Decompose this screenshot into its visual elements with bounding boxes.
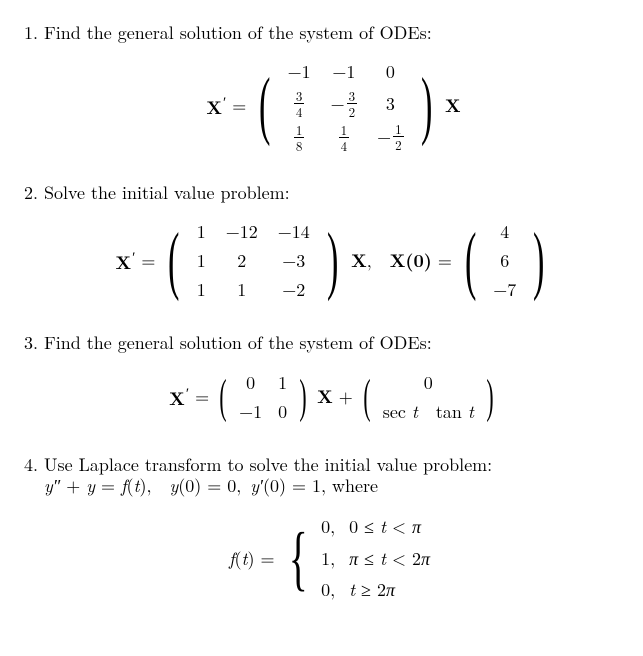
equals: = (438, 248, 452, 273)
piecewise-definition: f(t) = { 0,0 ≤ t < π 1,π ≤ t < 2π 0,t ≥ … (44, 510, 623, 606)
problem-body: Solve the initial value problem: X′ = ( … (44, 180, 623, 323)
equation: X′ = ( 01 −10 ) X + ( 0 sec t tan t (44, 368, 623, 426)
cell: 1 (216, 275, 268, 304)
case-value: 1, (315, 544, 341, 573)
case-cond: 0 ≤ t < π (343, 512, 436, 541)
cell: −2 (268, 275, 320, 304)
cell: −12 (367, 120, 414, 154)
left-paren: ( (168, 226, 179, 294)
var-X: X (206, 95, 222, 120)
cell: 0 (231, 368, 270, 397)
var-X: X (115, 250, 131, 275)
left-brace: { (288, 526, 307, 591)
right-paren: ) (533, 226, 544, 294)
matrix-A: ( 01 −10 ) (215, 368, 311, 426)
cell: 34 (278, 86, 321, 120)
left-paren: ( (363, 375, 370, 418)
right-paren: ) (486, 375, 493, 418)
cell: 1 (187, 275, 216, 304)
cell: −14 (268, 217, 320, 246)
problem-text: Solve the initial value problem: (44, 180, 623, 205)
equals: = (195, 384, 209, 409)
cell: 1 (187, 217, 216, 246)
var-X: X (169, 386, 185, 411)
right-paren: ) (421, 71, 432, 139)
cell: sec t tan t (375, 397, 482, 426)
cell: −1 (231, 397, 270, 426)
problem-text: Find the general solution of the system … (44, 20, 623, 45)
right-paren: ) (327, 226, 338, 294)
problem-number: 2. (10, 180, 44, 323)
plus: + (339, 384, 353, 409)
vector-b: ( 4 6 −7 ) (458, 217, 552, 305)
problem-body: Use Laplace transform to solve the initi… (44, 452, 623, 624)
cell: 1 (270, 368, 295, 397)
var-X: X (351, 248, 367, 273)
ode-line: y″ + y = f(t), y(0) = 0, y′(0) = 1, wher… (44, 473, 623, 498)
cell: 14 (321, 120, 368, 154)
left-paren: ( (220, 375, 227, 418)
case-value: 0, (315, 575, 341, 604)
equals: = (261, 546, 275, 571)
case-cond: π ≤ t < 2π (343, 544, 436, 573)
matrix-A: ( 1−12−14 12−3 11−2 ) (161, 217, 345, 305)
matrix-cells: −1 −1 0 34 −32 3 18 14 −12 (278, 57, 414, 153)
var-X: X (445, 93, 461, 118)
equals: = (232, 93, 246, 118)
f-lhs: f (229, 546, 235, 571)
cell: −32 (321, 86, 368, 120)
right-paren: ) (300, 375, 307, 418)
cell: 0 (375, 368, 482, 397)
problem-2: 2. Solve the initial value problem: X′ =… (10, 180, 623, 323)
comma: , (367, 248, 372, 273)
vector-f: ( 0 sec t tan t ) (359, 368, 498, 426)
cell: −12 (216, 217, 268, 246)
equals: = (141, 248, 155, 273)
problem-4: 4. Use Laplace transform to solve the in… (10, 452, 623, 624)
cell: −1 (278, 57, 321, 86)
equation: X′ = ( 1−12−14 12−3 11−2 ) X, X(0) = ( (44, 217, 623, 305)
cell: 0 (270, 397, 295, 426)
prime: ′ (132, 246, 135, 267)
cell: 6 (483, 246, 526, 275)
cell: −3 (268, 246, 320, 275)
cell: 3 (367, 86, 414, 120)
var-X: X (317, 384, 333, 409)
problem-number: 3. (10, 330, 44, 444)
cell: −1 (321, 57, 368, 86)
problem-1: 1. Find the general solution of the syst… (10, 20, 623, 172)
problem-text: Find the general solution of the system … (44, 330, 623, 355)
prime: ′ (223, 91, 226, 112)
problem-body: Find the general solution of the system … (44, 330, 623, 444)
cell: 1 (187, 246, 216, 275)
cell: −7 (483, 275, 526, 304)
cell: 0 (367, 57, 414, 86)
cell: 2 (216, 246, 268, 275)
problem-number: 1. (10, 20, 44, 172)
piecewise-brace: { 0,0 ≤ t < π 1,π ≤ t < 2π 0,t ≥ 2π (281, 510, 439, 606)
left-paren: ( (259, 71, 270, 139)
matrix-A: ( −1 −1 0 34 −32 3 18 (252, 57, 439, 153)
problem-body: Find the general solution of the system … (44, 20, 623, 172)
prime: ′ (186, 382, 189, 403)
case-value: 0, (315, 512, 341, 541)
left-paren: ( (465, 226, 476, 294)
cell: 18 (278, 120, 321, 154)
problem-number: 4. (10, 452, 44, 624)
cell: 4 (483, 217, 526, 246)
case-cond: t ≥ 2π (343, 575, 436, 604)
problem-3: 3. Find the general solution of the syst… (10, 330, 623, 444)
equation: X′ = ( −1 −1 0 34 −32 3 (44, 57, 623, 153)
iv-lhs: X(0) (390, 248, 432, 273)
